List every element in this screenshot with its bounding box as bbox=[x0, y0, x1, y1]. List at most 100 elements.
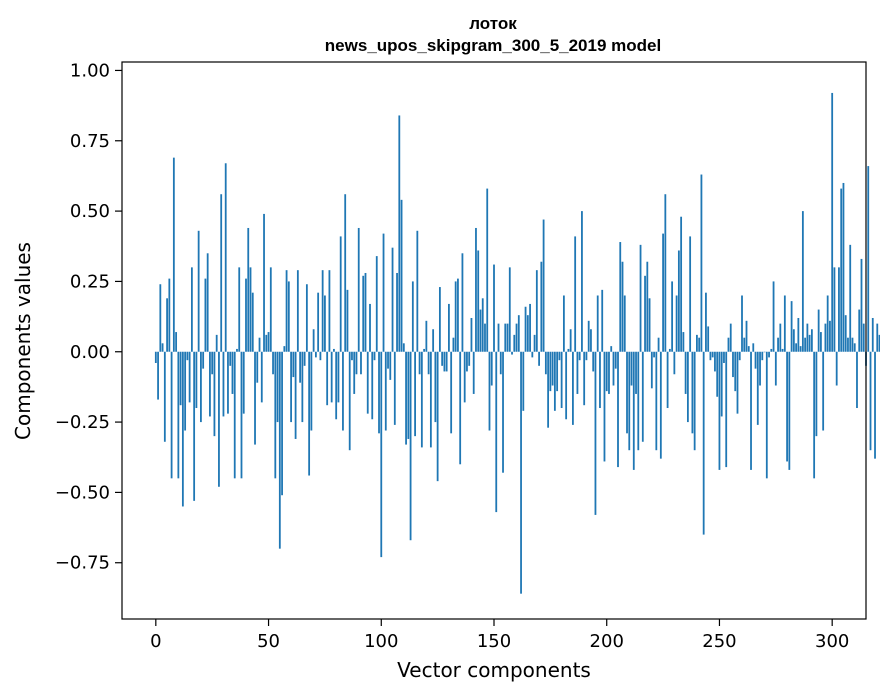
bar-313 bbox=[860, 258, 863, 352]
bar-275 bbox=[774, 351, 777, 386]
bar-140 bbox=[470, 317, 473, 352]
bar-277 bbox=[779, 323, 782, 352]
bar-33 bbox=[229, 351, 232, 366]
bar-189 bbox=[581, 211, 583, 352]
bar-168 bbox=[533, 334, 536, 352]
bar-279 bbox=[783, 295, 786, 352]
bar-241 bbox=[698, 337, 701, 352]
bar-180 bbox=[560, 351, 563, 409]
bar-183 bbox=[567, 348, 570, 352]
bar-132 bbox=[452, 337, 455, 352]
bar-312 bbox=[858, 309, 861, 352]
bar-158 bbox=[511, 351, 513, 355]
bar-266 bbox=[754, 351, 757, 369]
bar-22 bbox=[204, 278, 207, 352]
bar-32 bbox=[227, 351, 229, 414]
bar-34 bbox=[231, 351, 234, 394]
bar-103 bbox=[387, 351, 389, 369]
bar-102 bbox=[384, 351, 387, 431]
bar-9 bbox=[175, 332, 178, 352]
bar-318 bbox=[871, 317, 874, 352]
bar-247 bbox=[711, 351, 714, 358]
x-tick-label-100: 100 bbox=[364, 631, 398, 652]
y-tick-label-6: −0.50 bbox=[55, 482, 110, 503]
bar-163 bbox=[522, 351, 525, 411]
bar-191 bbox=[585, 351, 588, 361]
bar-198 bbox=[601, 289, 604, 352]
bar-76 bbox=[326, 351, 329, 406]
bar-231 bbox=[675, 295, 678, 352]
bar-303 bbox=[838, 267, 840, 352]
bar-3 bbox=[161, 343, 164, 352]
bar-184 bbox=[569, 329, 572, 352]
bar-274 bbox=[772, 281, 775, 352]
bar-281 bbox=[788, 351, 791, 470]
bar-144 bbox=[479, 309, 482, 352]
bar-70 bbox=[312, 329, 315, 352]
bar-227 bbox=[666, 351, 669, 409]
bar-64 bbox=[299, 351, 302, 383]
bar-284 bbox=[795, 343, 798, 352]
bar-294 bbox=[817, 309, 820, 352]
bar-222 bbox=[655, 351, 658, 451]
x-axis-label: Vector components bbox=[397, 658, 591, 682]
bar-271 bbox=[765, 351, 768, 479]
chart-title-line-1: лоток bbox=[469, 14, 517, 33]
bar-217 bbox=[644, 275, 646, 352]
y-tick-label-0: 1.00 bbox=[70, 60, 110, 81]
bar-244 bbox=[705, 292, 707, 352]
bar-135 bbox=[459, 351, 462, 465]
bar-167 bbox=[531, 351, 534, 358]
bar-300 bbox=[831, 92, 834, 352]
bar-290 bbox=[808, 334, 811, 352]
bar-254 bbox=[727, 337, 730, 352]
bar-123 bbox=[432, 329, 435, 352]
bar-114 bbox=[411, 281, 414, 352]
y-axis-ticks: 1.00 0.75 0.50 0.25 0.00 −0.25 −0.50 −0.75 bbox=[55, 60, 122, 574]
bars-group bbox=[154, 92, 880, 594]
bar-178 bbox=[556, 351, 559, 392]
bar-265 bbox=[752, 343, 755, 352]
bar-65 bbox=[301, 351, 304, 423]
x-tick-label-150: 150 bbox=[477, 631, 511, 652]
bar-319 bbox=[874, 351, 876, 459]
bar-253 bbox=[725, 351, 728, 468]
bar-137 bbox=[463, 351, 466, 403]
bar-88 bbox=[353, 351, 356, 394]
bar-146 bbox=[484, 323, 486, 352]
bar-236 bbox=[686, 351, 689, 423]
bar-126 bbox=[438, 287, 441, 352]
bar-221 bbox=[653, 351, 655, 358]
y-tick-label-5: −0.25 bbox=[55, 412, 110, 433]
bar-149 bbox=[490, 351, 493, 386]
bar-165 bbox=[526, 315, 529, 352]
bar-239 bbox=[693, 351, 696, 451]
bar-30 bbox=[222, 351, 225, 417]
bar-58 bbox=[285, 270, 288, 352]
bar-116 bbox=[416, 230, 419, 352]
bar-308 bbox=[849, 244, 852, 352]
bar-68 bbox=[308, 351, 311, 476]
bar-201 bbox=[608, 351, 610, 394]
bar-159 bbox=[513, 334, 516, 352]
bar-152 bbox=[497, 323, 500, 352]
bar-63 bbox=[296, 270, 299, 352]
bar-267 bbox=[756, 351, 759, 425]
bar-170 bbox=[538, 351, 540, 366]
bar-249 bbox=[716, 351, 719, 397]
bar-291 bbox=[810, 329, 813, 352]
bar-174 bbox=[547, 351, 550, 428]
bar-118 bbox=[420, 351, 423, 448]
bar-93 bbox=[364, 272, 367, 352]
bar-25 bbox=[211, 351, 214, 375]
y-tick-label-4: 0.00 bbox=[70, 342, 110, 363]
bar-29 bbox=[220, 194, 223, 352]
bar-243 bbox=[702, 351, 705, 535]
bar-260 bbox=[741, 295, 743, 352]
bar-270 bbox=[763, 351, 766, 353]
bar-46 bbox=[258, 337, 261, 352]
bar-55 bbox=[278, 351, 281, 549]
bar-314 bbox=[862, 323, 865, 352]
bar-35 bbox=[233, 351, 236, 479]
